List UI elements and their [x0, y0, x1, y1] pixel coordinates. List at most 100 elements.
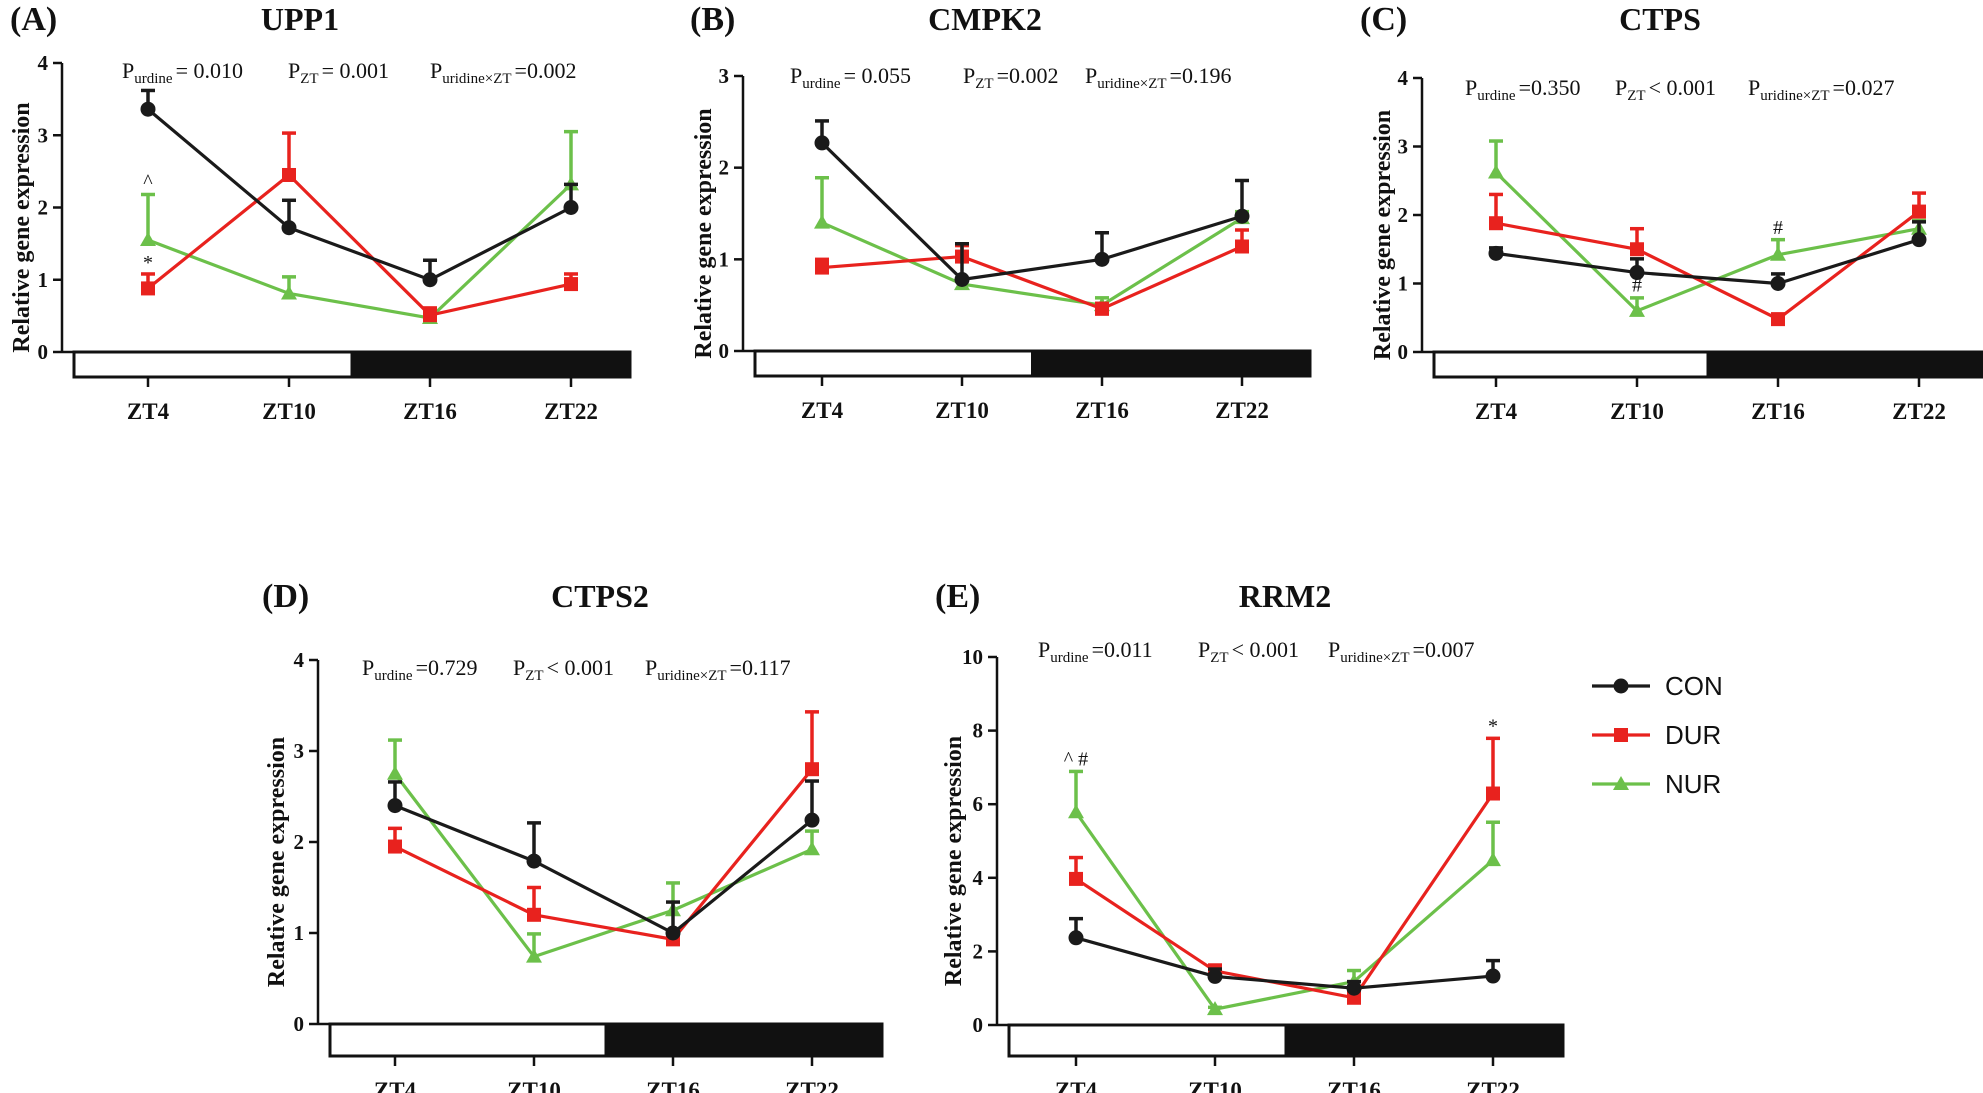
stat-sub: ZT [300, 71, 318, 87]
stat-1: PZT = 0.001 [288, 58, 389, 87]
y-tick-label: 1 [719, 247, 730, 271]
stat-value: =0.729 [416, 655, 478, 680]
stat-p: P [1198, 637, 1210, 662]
panel-letter: (B) [690, 1, 735, 38]
stat-sub: ZT [525, 668, 543, 684]
stat-sub: ZT [1627, 88, 1645, 104]
stat-sub: ZT [975, 76, 993, 92]
stat-p: P [1615, 75, 1627, 100]
y-tick-label: 10 [962, 645, 983, 669]
stat-0: Purdine = 0.010 [122, 58, 243, 87]
y-tick-label: 3 [38, 123, 49, 147]
data-point [563, 200, 579, 215]
x-tick-label: ZT10 [1188, 1078, 1242, 1093]
data-point [1629, 265, 1645, 281]
x-tick-label: ZT22 [785, 1078, 839, 1093]
series-line [820, 141, 1243, 282]
data-point [1629, 302, 1645, 317]
y-axis-label: Relative gene expression [9, 102, 35, 352]
series-con [1068, 916, 1501, 996]
data-point [1770, 276, 1786, 291]
legend-marker [1613, 776, 1629, 790]
light-phase-bar [1007, 1023, 1288, 1058]
legend-label: NUR [1665, 769, 1721, 799]
panel-letter: (E) [935, 578, 980, 615]
x-tick-label: ZT10 [262, 399, 316, 424]
stat-value: = 0.055 [844, 63, 911, 88]
y-tick-label: 1 [294, 921, 305, 945]
data-point [1488, 245, 1504, 261]
stat-p: P [1085, 63, 1097, 88]
data-point [423, 308, 437, 323]
stat-1: PZT < 0.001 [1615, 75, 1716, 104]
annotation: ^ # [1064, 749, 1088, 771]
data-point [954, 272, 970, 287]
stat-value: = 0.001 [322, 58, 389, 83]
series-nur [140, 129, 579, 325]
x-tick-label: ZT22 [544, 399, 598, 424]
annotation: * [143, 252, 153, 274]
y-tick-label: 0 [719, 339, 730, 363]
legend: CON DUR NUR [1592, 671, 1723, 799]
stat-p: P [645, 655, 657, 680]
data-point [526, 948, 542, 963]
chart-title: UPP1 [261, 1, 339, 37]
series-dur [1069, 736, 1500, 1005]
y-tick-label: 8 [973, 719, 984, 743]
y-tick-label: 0 [38, 340, 49, 364]
series-line [1075, 936, 1494, 990]
x-tick-label: ZT16 [403, 399, 457, 424]
y-tick-label: 1 [38, 268, 49, 292]
chart-title: RRM2 [1239, 578, 1331, 614]
chart-title: CTPS [1619, 1, 1701, 37]
data-point [527, 907, 541, 922]
data-point [1095, 301, 1109, 316]
stat-p: P [430, 58, 442, 83]
x-tick-label: ZT4 [1055, 1078, 1098, 1093]
annotation: # [1632, 275, 1642, 297]
stat-value: =0.011 [1092, 637, 1153, 662]
y-tick-label: 0 [294, 1012, 305, 1036]
y-tick-label: 4 [38, 51, 49, 75]
legend-marker [1614, 728, 1628, 742]
stat-sub: uridine×ZT [657, 668, 726, 684]
chart-title: CMPK2 [928, 1, 1042, 37]
stat-value: = 0.010 [176, 58, 243, 83]
legend-marker [1613, 678, 1629, 694]
data-point [1346, 980, 1362, 996]
data-point [1771, 312, 1785, 327]
legend-item-nur: NUR [1592, 769, 1721, 799]
series-nur [387, 738, 820, 963]
stat-sub: urdine [374, 668, 413, 684]
data-point [805, 762, 819, 777]
data-point [1207, 1001, 1223, 1016]
series-line [1495, 210, 1920, 321]
x-tick-label: ZT4 [374, 1078, 417, 1093]
y-tick-label: 3 [294, 739, 305, 763]
data-point [1094, 251, 1110, 267]
data-point [1486, 786, 1500, 801]
data-point [281, 220, 297, 236]
y-axis-label: Relative gene expression [941, 736, 967, 986]
stat-1: PZT =0.002 [963, 63, 1059, 92]
light-phase-bar [72, 350, 354, 379]
stat-p: P [1465, 75, 1477, 100]
series-line [1495, 238, 1920, 286]
panel-letter: (D) [262, 578, 309, 615]
data-point [804, 841, 820, 856]
y-axis-label: Relative gene expression [691, 108, 717, 358]
stat-sub: urdine [1050, 650, 1089, 666]
y-tick-label: 2 [719, 156, 730, 180]
stat-value: =0.350 [1519, 75, 1581, 100]
stat-value: =0.027 [1833, 75, 1895, 100]
series-line [821, 245, 1243, 311]
data-point [388, 839, 402, 854]
series-line [1494, 171, 1920, 313]
stat-2: Puridine×ZT =0.027 [1748, 75, 1894, 104]
annotation: * [1488, 715, 1498, 737]
data-point [526, 853, 542, 869]
stat-value: =0.007 [1413, 637, 1475, 662]
series-line [394, 804, 814, 935]
